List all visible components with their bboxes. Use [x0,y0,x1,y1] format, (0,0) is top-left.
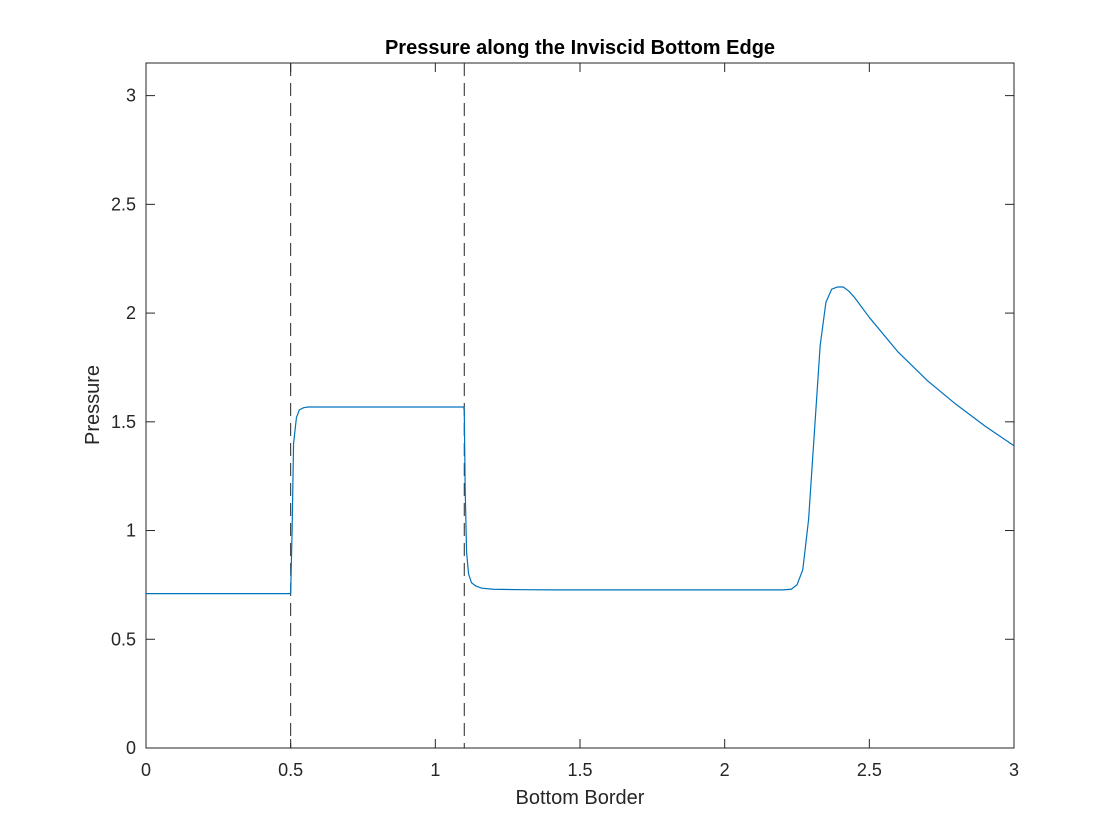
x-tick-label: 1 [430,760,440,780]
x-tick-label: 0.5 [278,760,303,780]
x-tick-label: 0 [141,760,151,780]
y-tick-label: 0 [126,738,136,758]
chart-title: Pressure along the Inviscid Bottom Edge [385,37,775,59]
y-tick-label: 2.5 [111,194,136,214]
x-tick-label: 2 [720,760,730,780]
series-layer [146,286,1015,595]
x-tick-label: 1.5 [567,760,592,780]
y-tick-label: 3 [126,86,136,106]
y-tick-label: 0.5 [111,629,136,649]
y-tick-label: 1 [126,521,136,541]
y-axis-label: Pressure [82,365,104,445]
plot-area: 0 0.5 1 1.5 2 2.5 3 0 0.5 1 1.5 2 2.5 3 [111,62,1019,780]
x-axis-label: Bottom Border [516,787,645,809]
x-tick-label: 3 [1009,760,1019,780]
y-tick-label: 2 [126,303,136,323]
x-tick-label: 2.5 [857,760,882,780]
series-line-1 [146,286,1015,595]
x-axis-ticks: 0 0.5 1 1.5 2 2.5 3 [141,63,1019,780]
reference-lines [290,63,465,748]
y-tick-label: 1.5 [111,412,136,432]
y-axis-ticks: 0 0.5 1 1.5 2 2.5 3 [111,86,1014,758]
